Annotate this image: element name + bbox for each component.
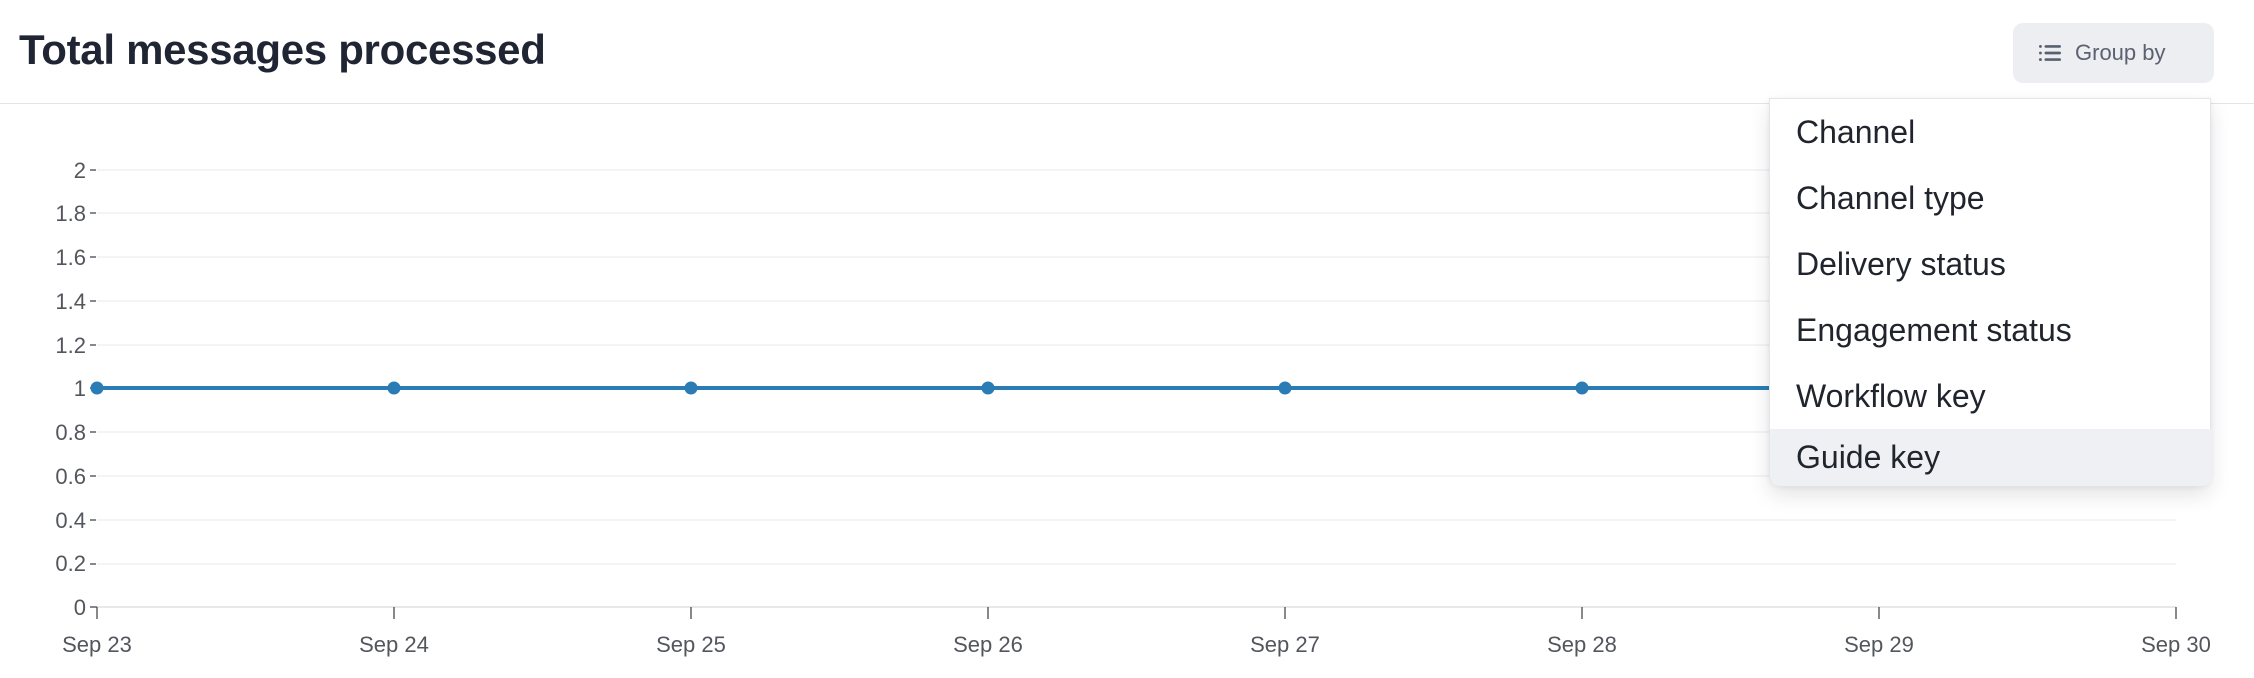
svg-text:Sep 23: Sep 23 — [62, 632, 132, 657]
svg-text:1.4: 1.4 — [55, 289, 86, 314]
svg-text:Sep 24: Sep 24 — [359, 632, 429, 657]
svg-text:0.2: 0.2 — [55, 551, 86, 576]
svg-text:1: 1 — [74, 376, 86, 401]
svg-text:Sep 27: Sep 27 — [1250, 632, 1320, 657]
svg-text:Sep 29: Sep 29 — [1844, 632, 1914, 657]
svg-text:2: 2 — [74, 158, 86, 183]
svg-text:Sep 28: Sep 28 — [1547, 632, 1617, 657]
svg-text:Sep 26: Sep 26 — [953, 632, 1023, 657]
svg-text:1.8: 1.8 — [55, 201, 86, 226]
svg-text:0.4: 0.4 — [55, 508, 86, 533]
svg-text:1.6: 1.6 — [55, 245, 86, 270]
svg-text:1.2: 1.2 — [55, 333, 86, 358]
svg-text:Sep 25: Sep 25 — [656, 632, 726, 657]
svg-text:0: 0 — [74, 595, 86, 620]
svg-text:0.8: 0.8 — [55, 420, 86, 445]
svg-text:0.6: 0.6 — [55, 464, 86, 489]
svg-text:Sep 30: Sep 30 — [2141, 632, 2211, 657]
